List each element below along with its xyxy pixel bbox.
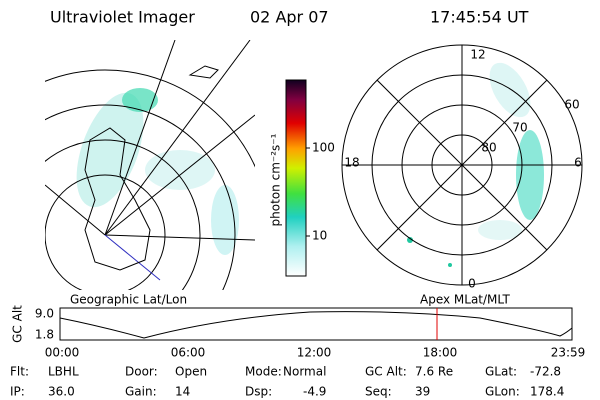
mlt-label: 12 [470, 48, 485, 62]
status-value: -72.8 [530, 365, 561, 379]
status-value: Normal [283, 365, 326, 379]
status-label: GLon: [485, 385, 520, 399]
timeline-xtick: 06:00 [171, 346, 206, 360]
timeline-xtick: 12:00 [297, 346, 332, 360]
status-value: 178.4 [530, 385, 564, 399]
mlt-label: 0 [468, 277, 476, 291]
timeline-ytick: 1.8 [35, 328, 54, 342]
polar-plot: 12 18 6 0 60 70 80 [341, 44, 583, 291]
timeline-axis-label: GC Alt [11, 305, 25, 343]
status-label: Dsp: [245, 385, 272, 399]
status-label: Seq: [365, 385, 392, 399]
lat-label: 60 [564, 98, 579, 112]
timeline-xtick: 23:59 [551, 346, 586, 360]
lat-label: 80 [481, 141, 496, 155]
mlt-label: 6 [574, 156, 582, 170]
status-label: IP: [10, 385, 25, 399]
status-label: Mode: [245, 365, 282, 379]
status-label: Flt: [10, 365, 29, 379]
status-value: 39 [415, 385, 430, 399]
status-value: 36.0 [48, 385, 75, 399]
time: 17:45:54 UT [430, 8, 529, 27]
colorbar-label: photon cm⁻²s⁻¹ [269, 133, 283, 226]
colorbar [285, 79, 307, 277]
mlt-label: 18 [344, 156, 359, 170]
status-panel: Flt: LBHL Door: Open Mode: Normal GC Alt: 7.6 R… [10, 365, 564, 399]
geo-map [45, 40, 255, 290]
timeline-ytick: 9.0 [35, 307, 54, 321]
status-label: GC Alt: [365, 365, 407, 379]
status-label: Door: [125, 365, 158, 379]
status-value: Open [175, 365, 207, 379]
caption-right: Apex MLat/MLT [420, 293, 510, 307]
status-value: -4.9 [303, 385, 326, 399]
status-label: GLat: [485, 365, 517, 379]
timeline: GC Alt 9.0 1.8 00:00 06:00 12:00 18:00 2… [11, 305, 586, 360]
status-value: 14 [175, 385, 190, 399]
status-label: Gain: [125, 385, 157, 399]
colorbar-tick-label: 100 [312, 141, 335, 155]
title: Ultraviolet Imager [50, 8, 195, 27]
status-value: 7.6 Re [415, 365, 453, 379]
timeline-xtick: 00:00 [45, 346, 80, 360]
date: 02 Apr 07 [250, 8, 329, 27]
status-value: LBHL [48, 365, 79, 379]
timeline-xtick: 18:00 [423, 346, 458, 360]
colorbar-tick-label: 10 [312, 229, 327, 243]
caption-left: Geographic Lat/Lon [70, 293, 187, 307]
lat-label: 70 [512, 121, 527, 135]
